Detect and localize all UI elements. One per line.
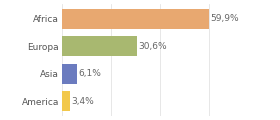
Bar [62, 36, 137, 56]
Bar [62, 91, 70, 111]
Bar [62, 9, 209, 29]
Text: 59,9%: 59,9% [211, 14, 239, 23]
Bar [62, 64, 77, 84]
Text: 3,4%: 3,4% [71, 97, 94, 106]
Text: 30,6%: 30,6% [139, 42, 167, 51]
Text: 6,1%: 6,1% [78, 69, 101, 78]
